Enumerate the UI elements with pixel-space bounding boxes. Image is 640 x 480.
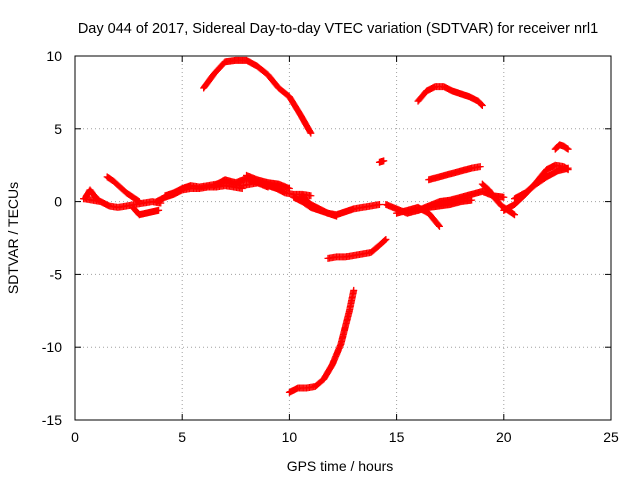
series-marks (80, 195, 165, 211)
series-arc-12 (324, 235, 390, 262)
series-arc-13 (285, 286, 358, 396)
y-tick-label: 0 (54, 194, 62, 210)
series-arc-18 (425, 163, 484, 184)
series-marks (425, 163, 484, 184)
series-marks (511, 164, 572, 203)
y-tick-labels: -15 -10 -5 0 5 10 (42, 48, 62, 428)
y-tick-label: 10 (46, 48, 62, 64)
y-tick-label: -15 (42, 412, 62, 428)
series-arc-11 (298, 192, 341, 220)
series-marks (298, 192, 341, 220)
x-axis-title: GPS time / hours (287, 458, 394, 474)
series-marks (285, 286, 358, 396)
x-tick-label: 5 (178, 429, 186, 445)
data-points (80, 56, 572, 396)
series-marks (103, 173, 143, 206)
series-arc-22 (511, 164, 572, 203)
series-marks (82, 186, 103, 204)
x-tick-label: 10 (282, 429, 298, 445)
x-tick-label: 15 (389, 429, 405, 445)
series-marks (324, 235, 390, 262)
y-tick-label: -5 (50, 266, 63, 282)
series-marks (414, 83, 486, 110)
y-tick-label: -10 (42, 339, 62, 355)
series-marks (129, 203, 163, 219)
series-marks (551, 141, 572, 153)
plot-frame (74, 55, 612, 421)
series-marks (243, 171, 293, 192)
series-arc-07 (200, 56, 315, 137)
chart-title: Day 044 of 2017, Sidereal Day-to-day VTE… (78, 21, 598, 37)
series-arc-23 (551, 141, 572, 153)
y-tick-label: 5 (54, 121, 62, 137)
series-arc-02 (82, 186, 103, 204)
series-arc-04 (129, 203, 163, 219)
series-arc-01 (80, 195, 165, 211)
x-tick-labels: 0 5 10 15 20 25 (71, 429, 619, 445)
series-arc-09 (243, 171, 293, 192)
series-arc-14 (375, 157, 388, 166)
x-tick-label: 20 (496, 429, 512, 445)
axis-ticks (74, 55, 612, 421)
series-arc-03 (103, 173, 143, 206)
x-tick-label: 0 (71, 429, 79, 445)
y-axis-title: SDTVAR / TECUs (5, 182, 21, 294)
x-tick-label: 25 (603, 429, 619, 445)
series-arc-17 (414, 83, 486, 110)
series-marks (200, 56, 315, 137)
series-marks (375, 157, 388, 166)
